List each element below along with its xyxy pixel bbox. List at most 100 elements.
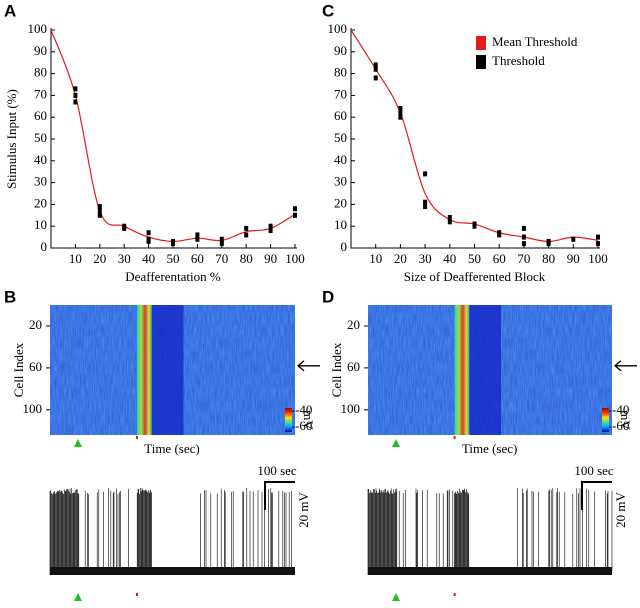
- threshold-point: [73, 99, 78, 105]
- stim-marker: [392, 439, 400, 447]
- y-tick-label: 0: [341, 239, 348, 254]
- heatmap-quiet: [469, 305, 501, 435]
- scale-voltage: 20 mV: [613, 492, 628, 528]
- colorbar: [285, 408, 292, 432]
- threshold-point: [268, 223, 273, 229]
- y-tick-label: 100: [28, 21, 48, 36]
- y-tick-label: 100: [328, 21, 348, 36]
- threshold-point: [97, 204, 102, 210]
- y-axis-label: Stimulus Input (%): [4, 89, 19, 189]
- scale-time: 100 sec: [574, 463, 614, 478]
- threshold-point: [122, 225, 127, 231]
- panel-label: B: [4, 287, 16, 306]
- threshold-point: [472, 223, 477, 229]
- threshold-point: [521, 225, 526, 231]
- x-tick-label: 20: [93, 251, 106, 266]
- x-tick-label: 10: [69, 251, 82, 266]
- threshold-point: [219, 236, 224, 242]
- y-tick-label: 50: [34, 130, 47, 145]
- axes: [350, 28, 600, 249]
- legend-label: Threshold: [492, 53, 545, 68]
- legend-label: Mean Threshold: [492, 34, 578, 49]
- x-tick-label: 50: [167, 251, 180, 266]
- stim-marker: [453, 593, 456, 596]
- y-tick-label: 100: [23, 401, 43, 416]
- threshold-point: [373, 62, 378, 68]
- threshold-point: [293, 206, 297, 212]
- trace-baseline: [368, 567, 612, 575]
- y-axis-label: Cell Index: [11, 342, 26, 397]
- threshold-point: [447, 214, 452, 220]
- threshold-point: [423, 171, 428, 177]
- threshold-point: [146, 230, 151, 236]
- x-tick-label: 20: [394, 251, 407, 266]
- scale-bar: [581, 481, 612, 510]
- threshold-point: [97, 212, 102, 218]
- colorbar-label: -60: [295, 418, 312, 433]
- y-tick-label: 90: [334, 43, 347, 58]
- x-tick-label: 10: [369, 251, 382, 266]
- heatmap-quiet: [151, 305, 184, 435]
- x-tick-label: 70: [215, 251, 228, 266]
- x-tick-label: 80: [240, 251, 253, 266]
- colorbar: [602, 408, 609, 432]
- x-tick-label: 40: [443, 251, 456, 266]
- y-tick-label: 40: [334, 152, 347, 167]
- heatmap-band: [454, 305, 470, 435]
- arrow: [613, 360, 637, 372]
- colorbar-unit: mV: [618, 410, 633, 430]
- spikes: [367, 488, 613, 575]
- threshold-point: [268, 228, 273, 234]
- y-tick-label: 80: [334, 65, 347, 80]
- threshold-point: [195, 236, 200, 242]
- threshold-point: [423, 199, 428, 205]
- panel-label: A: [4, 1, 16, 20]
- colorbar-label: -40: [612, 402, 629, 417]
- mean-line: [350, 29, 599, 243]
- y-tick-label: 60: [334, 108, 347, 123]
- y-tick-label: 60: [29, 359, 42, 374]
- threshold-point: [398, 105, 403, 111]
- threshold-point: [373, 75, 378, 81]
- y-tick-label: 70: [34, 86, 47, 101]
- threshold-point: [195, 232, 200, 238]
- threshold-point: [97, 208, 102, 214]
- legend-swatch: [476, 36, 486, 50]
- threshold-point: [521, 234, 526, 240]
- y-tick-label: 10: [34, 217, 47, 232]
- threshold-point: [73, 86, 78, 92]
- x-tick-label: 30: [118, 251, 131, 266]
- threshold-point: [244, 232, 249, 238]
- stim-marker: [392, 593, 400, 601]
- colorbar-unit: mV: [301, 410, 316, 430]
- y-tick-label: 30: [334, 174, 347, 189]
- x-tick-label: 60: [191, 251, 204, 266]
- x-tick-label: 90: [264, 251, 277, 266]
- y-tick-label: 30: [34, 174, 47, 189]
- legend-swatch: [476, 55, 486, 69]
- threshold-point: [146, 238, 151, 244]
- x-tick-label: 100: [588, 251, 608, 266]
- x-tick-label: 70: [517, 251, 530, 266]
- y-tick-label: 20: [34, 195, 47, 210]
- x-axis-label: Size of Deafferented Block: [404, 269, 546, 284]
- stim-marker: [74, 439, 82, 447]
- threshold-point: [596, 241, 600, 247]
- trace-baseline: [50, 567, 295, 575]
- x-tick-label: 90: [567, 251, 580, 266]
- voltage-trace: [49, 488, 295, 575]
- stim-marker: [135, 436, 138, 439]
- x-tick-label: 100: [285, 251, 305, 266]
- y-tick-label: 20: [29, 317, 42, 332]
- y-tick-label: 60: [34, 108, 47, 123]
- y-tick-label: 0: [41, 239, 48, 254]
- x-tick-label: 50: [468, 251, 481, 266]
- threshold-point: [546, 241, 551, 247]
- y-tick-label: 100: [341, 401, 361, 416]
- y-tick-label: 40: [34, 152, 47, 167]
- y-tick-label: 70: [334, 86, 347, 101]
- x-tick-label: 30: [419, 251, 432, 266]
- stim-marker: [453, 436, 456, 439]
- y-tick-label: 20: [347, 317, 360, 332]
